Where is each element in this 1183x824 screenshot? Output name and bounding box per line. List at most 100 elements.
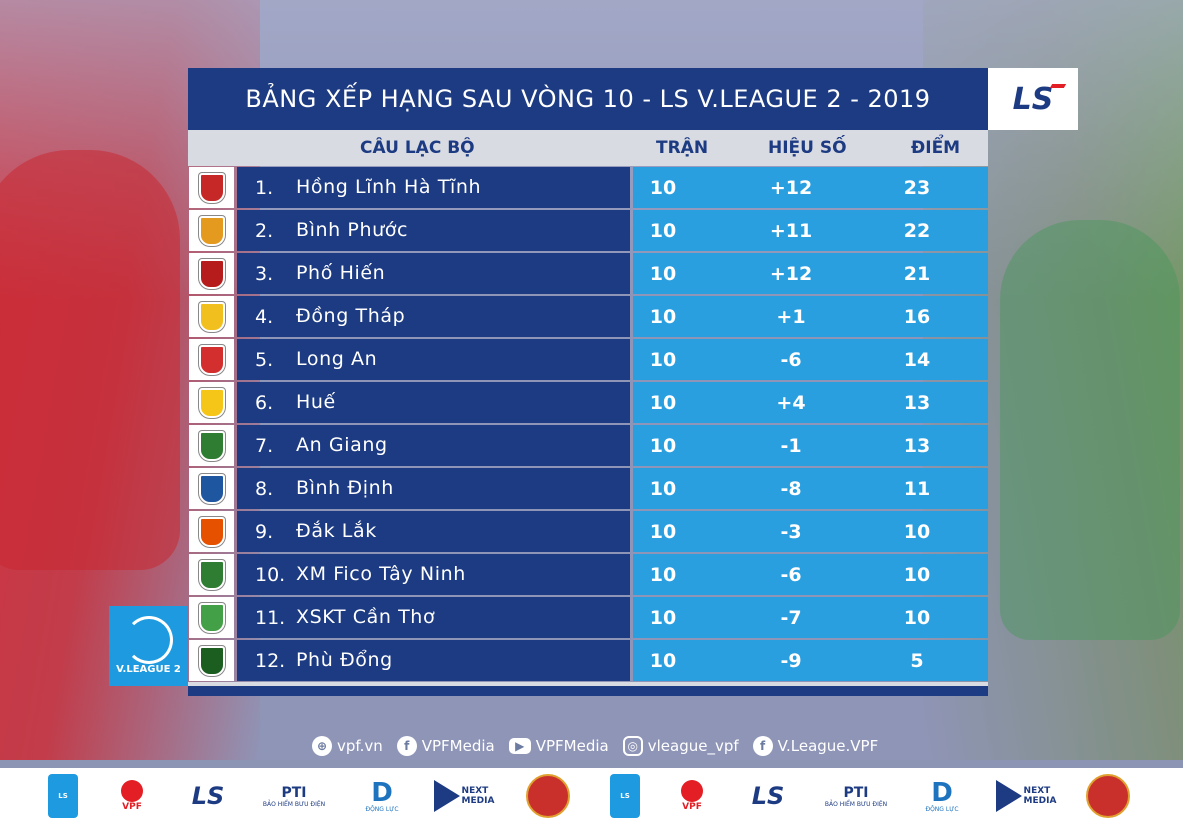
- rank: 8.: [255, 478, 274, 500]
- club-crest-icon: [198, 172, 225, 203]
- club-name: Bình Định: [296, 477, 394, 499]
- social-link-2[interactable]: ▶ VPFMedia: [508, 734, 609, 758]
- social-link-0[interactable]: ⊕ vpf.vn: [312, 734, 383, 758]
- rank: 11.: [255, 607, 286, 629]
- social-links: ⊕ vpf.vn f VPFMedia ▶ VPFMedia ◎ vleague_vpf f V.…: [312, 734, 878, 758]
- table-footer-bar: [188, 682, 988, 696]
- matches-played: 10: [649, 349, 677, 371]
- stats-cell: 10 -7 10: [633, 597, 988, 638]
- points: 21: [903, 263, 931, 285]
- goal-difference: +4: [776, 392, 806, 414]
- club-crest-cell: [189, 210, 234, 251]
- vpf-logo: VPF: [672, 774, 712, 818]
- header-points: ĐIỂM: [911, 138, 961, 158]
- stats-cell: 10 -1 13: [633, 425, 988, 466]
- player-silhouette-left: [0, 150, 180, 570]
- points: 10: [903, 607, 931, 629]
- rank: 1.: [255, 177, 274, 199]
- facebook-icon: f: [752, 736, 773, 756]
- club-crest-icon: [198, 215, 225, 246]
- header-played: TRẬN: [656, 138, 709, 158]
- facebook-icon: f: [396, 736, 417, 756]
- vleague2-ring-icon: [125, 616, 173, 664]
- club-name: Bình Phước: [296, 219, 409, 241]
- club-name: Đồng Tháp: [296, 305, 406, 327]
- points: 10: [903, 564, 931, 586]
- table-row: 1. Hồng Lĩnh Hà Tĩnh 10 +12 23: [188, 166, 988, 209]
- table-row: 12. Phù Đổng 10 -9 5: [188, 639, 988, 682]
- goal-difference: -9: [780, 650, 802, 672]
- club-crest-icon: [198, 301, 225, 332]
- matches-played: 10: [649, 564, 677, 586]
- globe-icon: ⊕: [312, 736, 332, 756]
- table-row: 10. XM Fico Tây Ninh 10 -6 10: [188, 553, 988, 596]
- rank: 4.: [255, 306, 274, 328]
- goal-difference: +12: [769, 263, 813, 285]
- rank: 5.: [255, 349, 274, 371]
- club-crest-icon: [198, 430, 225, 461]
- standings-table: 1. Hồng Lĩnh Hà Tĩnh 10 +12 23 2. Bình Phước 10…: [188, 166, 988, 682]
- matches-played: 10: [649, 177, 677, 199]
- club-name-cell: 11. XSKT Cần Thơ: [237, 597, 630, 638]
- vleague-sponsor-logo: LS: [48, 774, 78, 818]
- rank: 2.: [255, 220, 274, 242]
- social-link-4[interactable]: f V.League.VPF: [752, 734, 878, 758]
- next-media-logo: NEXT MEDIA: [994, 774, 1058, 818]
- stats-cell: 10 +12 23: [633, 167, 988, 208]
- points: 22: [903, 220, 931, 242]
- stats-cell: 10 +1 16: [633, 296, 988, 337]
- goal-difference: -7: [780, 607, 802, 629]
- goal-difference: -3: [780, 521, 802, 543]
- matches-played: 10: [649, 220, 677, 242]
- instagram-icon: ◎: [622, 736, 643, 756]
- table-row: 6. Huế 10 +4 13: [188, 381, 988, 424]
- club-crest-cell: [189, 253, 234, 294]
- stats-cell: 10 -3 10: [633, 511, 988, 552]
- club-crest-cell: [189, 554, 234, 595]
- rank: 7.: [255, 435, 274, 457]
- club-crest-icon: [198, 559, 225, 590]
- table-row: 7. An Giang 10 -1 13: [188, 424, 988, 467]
- matches-played: 10: [649, 521, 677, 543]
- vpf-ball-icon: [121, 780, 143, 802]
- table-row: 9. Đắk Lắk 10 -3 10: [188, 510, 988, 553]
- social-link-1[interactable]: f VPFMedia: [396, 734, 495, 758]
- social-label: VPFMedia: [421, 737, 495, 755]
- points: 5: [910, 650, 924, 672]
- social-label: vpf.vn: [337, 737, 383, 755]
- table-row: 4. Đồng Tháp 10 +1 16: [188, 295, 988, 338]
- rank: 3.: [255, 263, 274, 285]
- club-crest-cell: [189, 640, 234, 681]
- province-seal-logo: [526, 774, 570, 818]
- club-crest-cell: [189, 382, 234, 423]
- club-name-cell: 6. Huế: [237, 382, 630, 423]
- header-goal-diff: HIỆU SỐ: [768, 138, 847, 158]
- table-row: 3. Phố Hiến 10 +12 21: [188, 252, 988, 295]
- rank: 10.: [255, 564, 286, 586]
- social-link-3[interactable]: ◎ vleague_vpf: [622, 734, 739, 758]
- points: 16: [903, 306, 931, 328]
- social-label: vleague_vpf: [647, 737, 739, 755]
- club-crest-icon: [198, 258, 225, 289]
- goal-difference: -8: [780, 478, 802, 500]
- club-crest-icon: [198, 344, 225, 375]
- stats-cell: 10 +11 22: [633, 210, 988, 251]
- matches-played: 10: [649, 435, 677, 457]
- club-name: Phù Đổng: [296, 649, 393, 671]
- club-name: Hồng Lĩnh Hà Tĩnh: [296, 176, 482, 198]
- club-crest-cell: [189, 339, 234, 380]
- club-crest-icon: [198, 473, 225, 504]
- club-crest-icon: [198, 387, 225, 418]
- club-name-cell: 4. Đồng Tháp: [237, 296, 630, 337]
- club-crest-icon: [198, 516, 225, 547]
- goal-difference: +12: [769, 177, 813, 199]
- ls-sponsor-logo: LS: [191, 782, 225, 810]
- pti-logo: PTI BẢO HIỂM BƯU ĐIỆN: [824, 784, 888, 808]
- club-name-cell: 10. XM Fico Tây Ninh: [237, 554, 630, 595]
- club-crest-cell: [189, 597, 234, 638]
- dong-luc-logo: D ĐỘNG LỰC: [365, 777, 399, 813]
- club-name: An Giang: [296, 434, 388, 456]
- club-name: Long An: [296, 348, 378, 370]
- goal-difference: -6: [780, 349, 802, 371]
- next-triangle-icon: [995, 780, 1022, 812]
